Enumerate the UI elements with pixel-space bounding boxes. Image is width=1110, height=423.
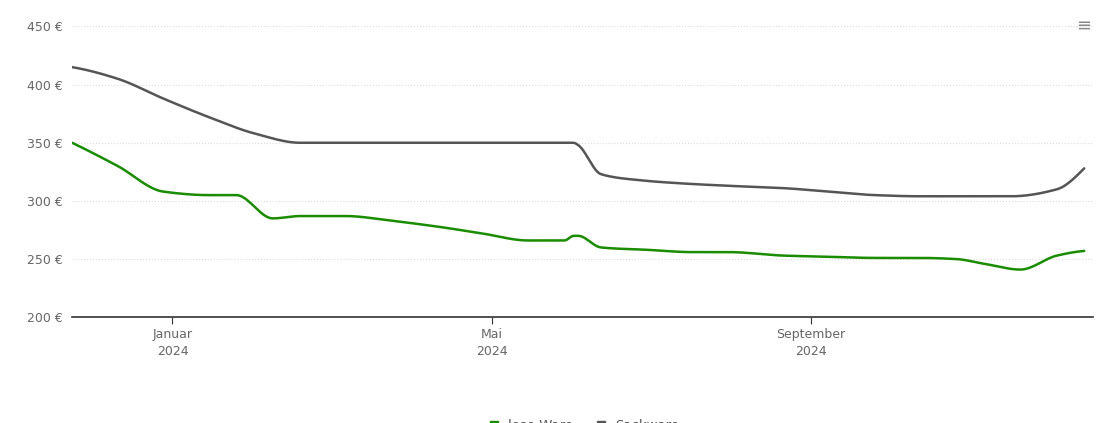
Sackware	[546, 140, 559, 146]
Sackware	[65, 65, 79, 70]
Line: lose Ware: lose Ware	[72, 143, 1084, 269]
lose Ware	[1056, 252, 1069, 257]
lose Ware	[1012, 267, 1026, 272]
lose Ware	[553, 238, 566, 243]
Legend: lose Ware, Sackware: lose Ware, Sackware	[481, 414, 685, 423]
Sackware	[613, 176, 626, 181]
lose Ware	[1078, 248, 1091, 253]
Text: ≡: ≡	[1076, 17, 1091, 35]
lose Ware	[546, 238, 559, 243]
lose Ware	[668, 249, 682, 254]
lose Ware	[895, 255, 908, 261]
Sackware	[553, 140, 566, 146]
Sackware	[916, 194, 929, 199]
Sackware	[1056, 185, 1069, 190]
Sackware	[895, 193, 908, 198]
Line: Sackware: Sackware	[72, 67, 1084, 196]
Sackware	[1078, 166, 1091, 171]
lose Ware	[65, 140, 79, 146]
Sackware	[668, 180, 682, 185]
lose Ware	[613, 246, 626, 251]
